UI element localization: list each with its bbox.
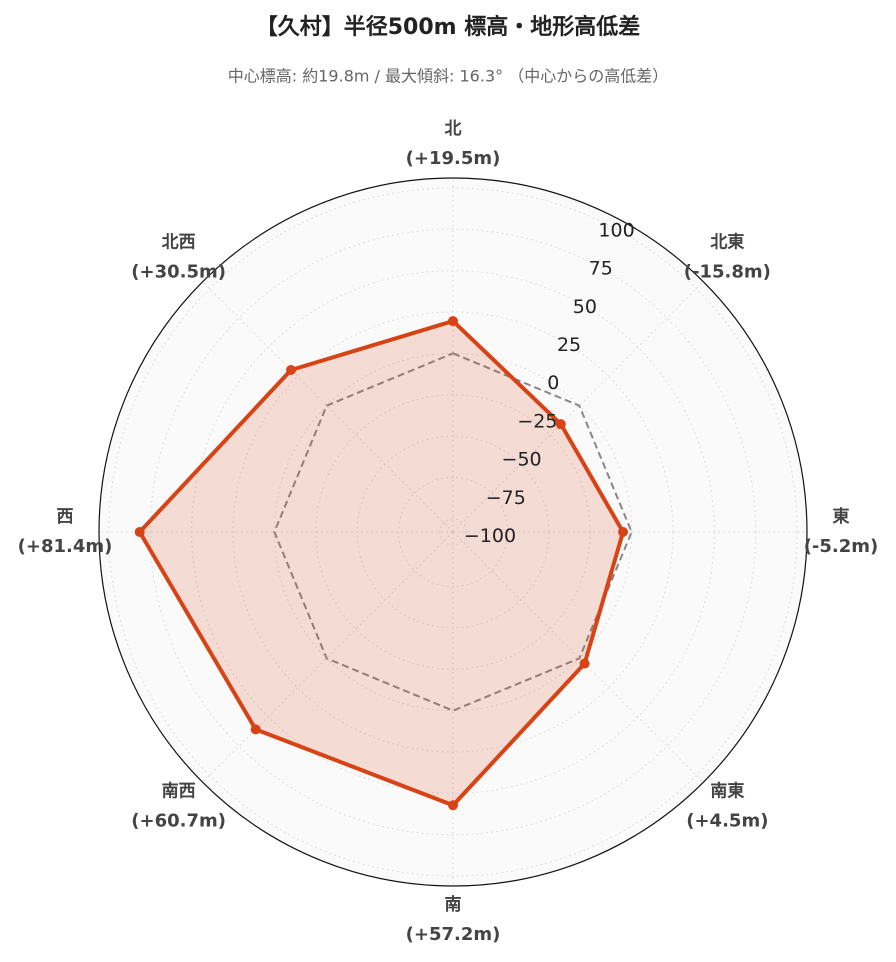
- grid-circle: [108, 187, 798, 877]
- category-label: 南西: [162, 780, 196, 801]
- value-label: (-15.8m): [684, 262, 771, 283]
- grid-circle: [397, 476, 509, 588]
- value-label: (+57.2m): [406, 924, 501, 945]
- r-tick-label: 25: [557, 334, 581, 356]
- value-label: (+4.5m): [686, 810, 768, 831]
- r-tick-label: −75: [486, 487, 526, 509]
- r-tick-label: 100: [598, 219, 634, 241]
- r-tick-label: 0: [547, 372, 559, 394]
- spoke: [452, 531, 704, 783]
- r-tick-label: −100: [464, 525, 516, 547]
- value-label: (+30.5m): [131, 262, 226, 283]
- r-tick-label: 50: [573, 296, 597, 318]
- plot-border: [98, 177, 808, 887]
- category-label: 北東: [710, 232, 744, 253]
- data-point: [134, 527, 145, 537]
- reference-line: [273, 352, 633, 712]
- data-point: [555, 419, 566, 430]
- data-point: [250, 724, 261, 735]
- category-label: 北: [445, 119, 462, 139]
- data-point: [579, 658, 590, 669]
- grid-circle: [315, 394, 591, 670]
- value-label: (+60.7m): [131, 810, 226, 831]
- category-label: 南東: [710, 780, 744, 801]
- spoke: [202, 531, 454, 783]
- chart-subtitle: 中心標高: 約19.8m / 最大傾斜: 16.3° （中心からの高低差）: [228, 67, 668, 86]
- value-label: (+19.5m): [406, 148, 501, 169]
- spoke: [202, 281, 454, 533]
- r-tick-label: −50: [502, 449, 542, 471]
- category-label: 東: [833, 506, 850, 527]
- category-label: 南: [445, 894, 462, 915]
- chart-title: 【久村】半径500m 標高・地形高低差: [256, 14, 641, 40]
- r-tick-label: −25: [517, 410, 557, 432]
- value-label: (-5.2m): [804, 536, 879, 557]
- value-label: (+81.4m): [18, 536, 113, 557]
- spoke: [452, 281, 704, 533]
- data-point: [448, 800, 458, 811]
- grid-circle: [439, 518, 467, 546]
- data-point: [448, 316, 458, 327]
- category-label: 西: [57, 507, 74, 527]
- data-point: [618, 527, 629, 537]
- data-point: [285, 364, 296, 375]
- category-label: 北西: [162, 233, 196, 253]
- r-tick-label: 75: [589, 258, 613, 280]
- grid-circle: [149, 228, 757, 836]
